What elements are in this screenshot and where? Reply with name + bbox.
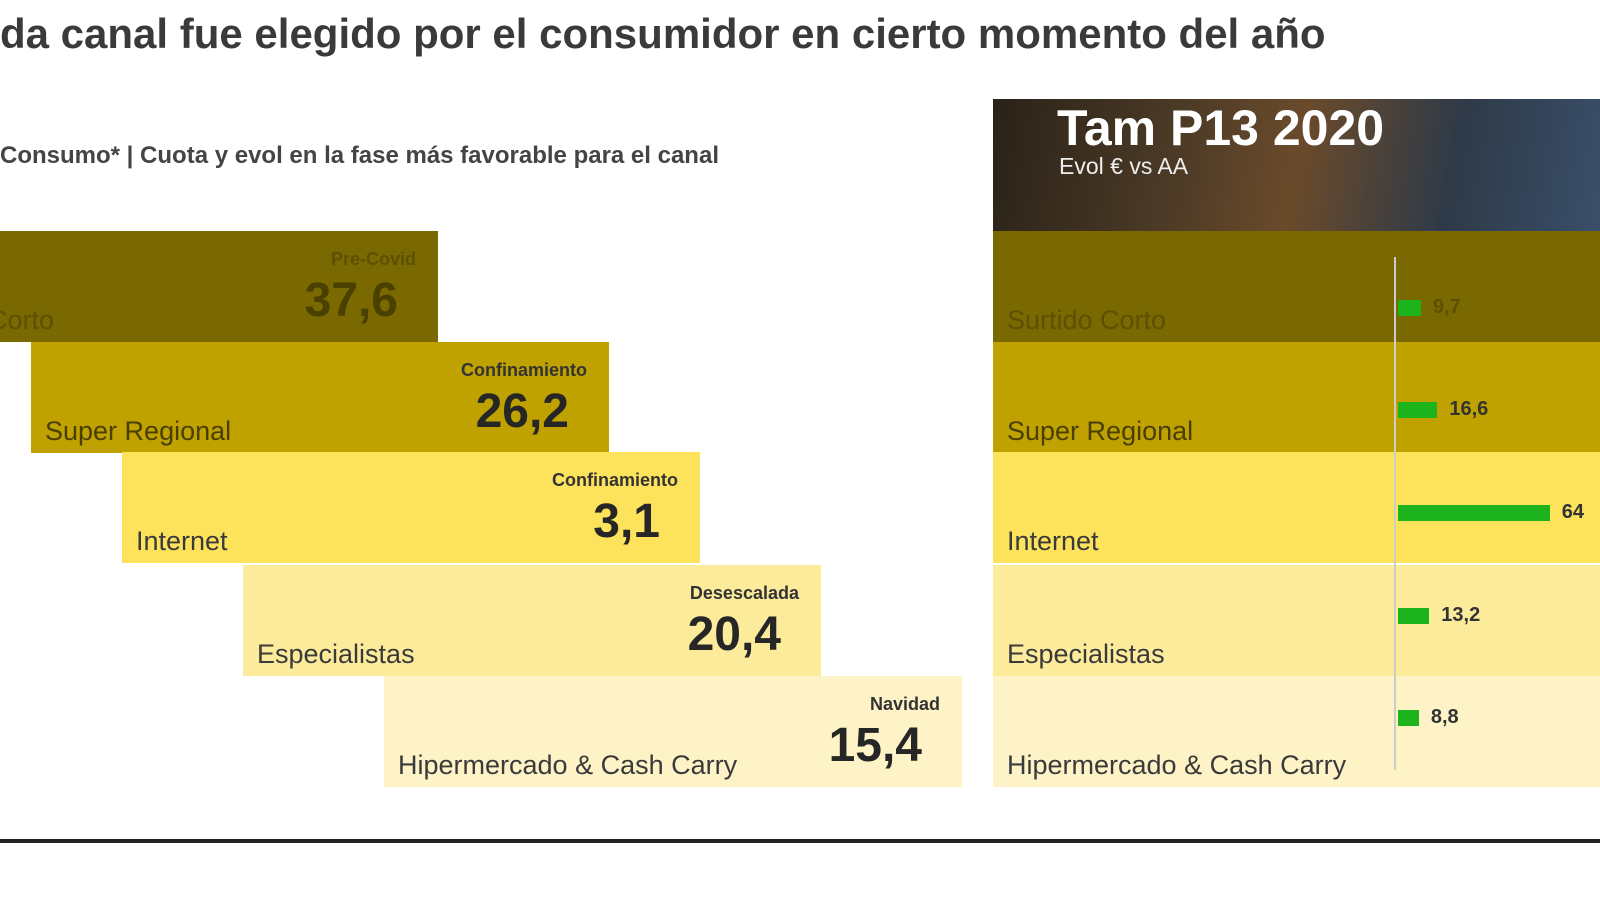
chart-row: Surtido Corto (993, 231, 1600, 342)
phase-label: Desescalada (689, 583, 799, 603)
category-label: Especialistas (1007, 639, 1165, 669)
channel-name: Especialistas (257, 639, 415, 669)
phase-label: Pre-Covid (330, 249, 416, 269)
share-row: Surtido Corto Pre-Covid 37,6 (0, 231, 438, 342)
value-label: 8,8 (1430, 706, 1459, 728)
bar (1398, 402, 1438, 418)
chart-row: Hipermercado & Cash Carry (993, 676, 1600, 787)
share-value: 26,2 (475, 385, 569, 438)
channel-name: Hipermercado & Cash Carry (398, 750, 738, 780)
share-row: Super Regional Confinamiento 26,2 (31, 342, 609, 453)
bar (1398, 505, 1550, 521)
phase-label: Confinamiento (461, 360, 587, 380)
value-label: 9,7 (1433, 296, 1461, 318)
panel-header: Tam P13 2020 Evol € vs AA (993, 99, 1600, 231)
category-label: Surtido Corto (1007, 305, 1167, 335)
share-value: 37,6 (304, 274, 398, 327)
value-label: 64 (1561, 501, 1585, 523)
chart-row: Super Regional (993, 342, 1600, 453)
value-label: 16,6 (1449, 398, 1489, 420)
channel-name: Super Regional (45, 416, 232, 446)
axis-line (1394, 257, 1396, 770)
bar (1398, 608, 1430, 624)
slide-subtitle: Consumo* | Cuota y evol en la fase más f… (0, 142, 719, 169)
phase-label: Navidad (869, 694, 940, 714)
share-row: Especialistas Desescalada 20,4 (243, 565, 821, 676)
share-value: 3,1 (593, 495, 660, 548)
slide-title: da canal fue elegido por el consumidor e… (0, 10, 1326, 57)
category-label: Internet (1007, 526, 1099, 556)
share-value: 15,4 (828, 719, 922, 772)
footer-rule (0, 839, 1600, 843)
channel-name: Surtido Corto (0, 305, 55, 335)
phase-label: Confinamiento (552, 470, 678, 490)
channel-name: Internet (136, 526, 228, 556)
category-label: Super Regional (1007, 416, 1194, 446)
panel-subtitle: Evol € vs AA (1059, 153, 1189, 179)
bar (1398, 710, 1419, 726)
share-value: 20,4 (687, 608, 781, 661)
bar (1398, 300, 1421, 316)
category-label: Hipermercado & Cash Carry (1007, 750, 1347, 780)
value-label: 13,2 (1441, 604, 1481, 626)
share-row: Hipermercado & Cash Carry Navidad 15,4 (384, 676, 962, 787)
share-row: Internet Confinamiento 3,1 (122, 452, 700, 563)
chart-row: Especialistas (993, 565, 1600, 676)
panel-title: Tam P13 2020 (1057, 100, 1385, 156)
